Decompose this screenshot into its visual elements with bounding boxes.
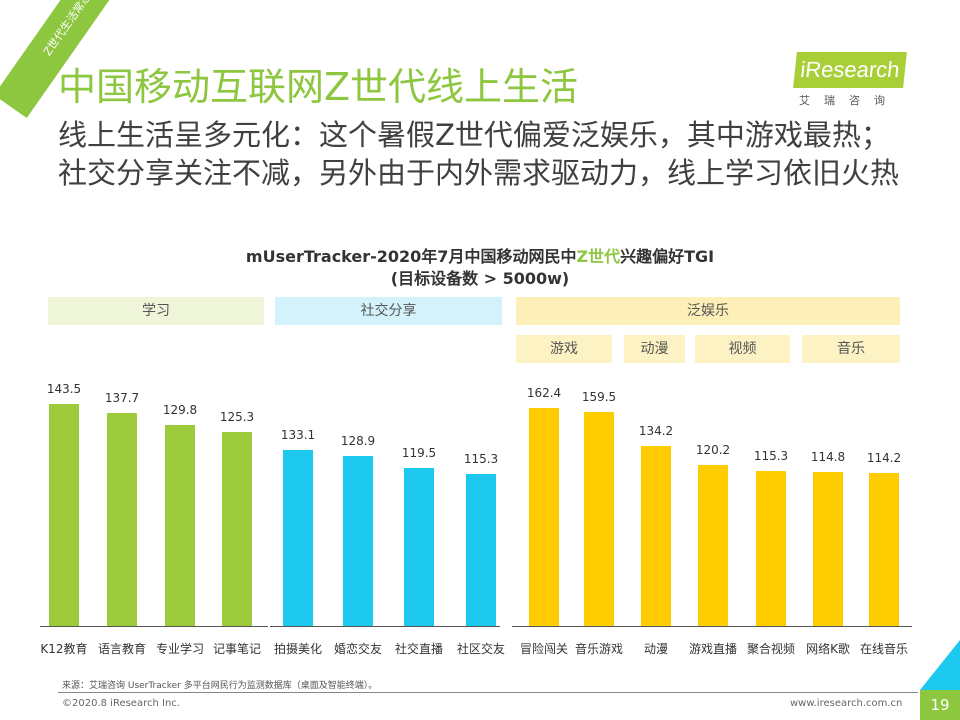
- bar: [584, 412, 614, 626]
- value-label: 133.1: [280, 428, 316, 443]
- bar: [283, 450, 313, 626]
- subcategory-header: 动漫: [624, 335, 685, 363]
- bar: [49, 404, 79, 626]
- page-subtitle: 线上生活呈多元化：这个暑假Z世代偏爱泛娱乐，其中游戏最热；社交分享关注不减，另外…: [58, 118, 900, 190]
- x-tick-label: 动漫: [643, 642, 668, 656]
- bar: [698, 464, 728, 626]
- x-tick-label: 在线音乐: [859, 642, 908, 656]
- baseline: [512, 626, 912, 627]
- value-label: 134.2: [638, 424, 674, 439]
- x-tick-label: 婚恋交友: [333, 642, 382, 656]
- value-label: 125.3: [219, 410, 255, 425]
- bar: [107, 413, 137, 626]
- bar: [165, 425, 195, 626]
- x-tick-label: 语言教育: [97, 642, 146, 656]
- footer-divider: [58, 692, 918, 693]
- x-tick-label: 社交直播: [394, 642, 443, 656]
- x-tick-label: 专业学习: [155, 642, 204, 656]
- x-tick-label: 音乐游戏: [574, 642, 623, 656]
- x-tick-label: 拍摄美化: [273, 642, 322, 656]
- website: www.iresearch.com.cn: [790, 698, 903, 709]
- x-tick-label: 网络K歌: [806, 642, 850, 656]
- value-label: 114.8: [810, 450, 846, 465]
- page-number: 19: [920, 690, 960, 720]
- bar: [343, 455, 373, 626]
- category-header: 社交分享: [275, 297, 502, 325]
- value-label: 115.3: [463, 451, 499, 466]
- category-header: 学习: [48, 297, 264, 325]
- baseline: [40, 626, 268, 627]
- bar: [222, 432, 252, 626]
- x-tick-label: 记事笔记: [212, 642, 261, 656]
- x-tick-label: K12教育: [40, 642, 88, 656]
- subcategory-header: 游戏: [516, 335, 612, 363]
- value-label: 129.8: [162, 403, 198, 418]
- value-label: 119.5: [401, 446, 437, 461]
- x-tick-label: 聚合视频: [746, 642, 795, 656]
- x-tick-label: 游戏直播: [688, 642, 737, 656]
- copyright: ©2020.8 iResearch Inc.: [62, 698, 180, 709]
- value-label: 159.5: [581, 390, 617, 405]
- corner-decoration: [920, 640, 960, 690]
- subcategory-header: 视频: [695, 335, 790, 363]
- value-label: 115.3: [753, 449, 789, 464]
- baseline: [270, 626, 500, 627]
- value-label: 128.9: [340, 433, 376, 448]
- page-title: 中国移动互联网Z世代线上生活: [58, 65, 579, 109]
- value-label: 120.2: [695, 442, 731, 457]
- bar: [756, 471, 786, 626]
- bar: [641, 446, 671, 626]
- bar: [404, 468, 434, 626]
- value-label: 114.2: [866, 450, 902, 465]
- chart-title: mUserTracker-2020年7月中国移动网民中Z世代兴趣偏好TGI (目…: [245, 247, 715, 288]
- value-label: 143.5: [46, 382, 82, 397]
- bar: [466, 473, 496, 626]
- iresearch-logo: iResearch 艾瑞咨询: [793, 52, 907, 108]
- source-note: 来源：艾瑞咨询 UserTracker 多平台网民行为监测数据库（桌面及智能终端…: [62, 681, 378, 691]
- subcategory-header: 音乐: [802, 335, 900, 363]
- bar: [869, 472, 899, 626]
- bar: [813, 472, 843, 626]
- value-label: 137.7: [104, 391, 140, 406]
- bar: [529, 408, 559, 626]
- x-tick-label: 冒险闯关: [519, 642, 568, 656]
- x-tick-label: 社区交友: [456, 642, 505, 656]
- value-label: 162.4: [526, 386, 562, 401]
- category-header: 泛娱乐: [516, 297, 900, 325]
